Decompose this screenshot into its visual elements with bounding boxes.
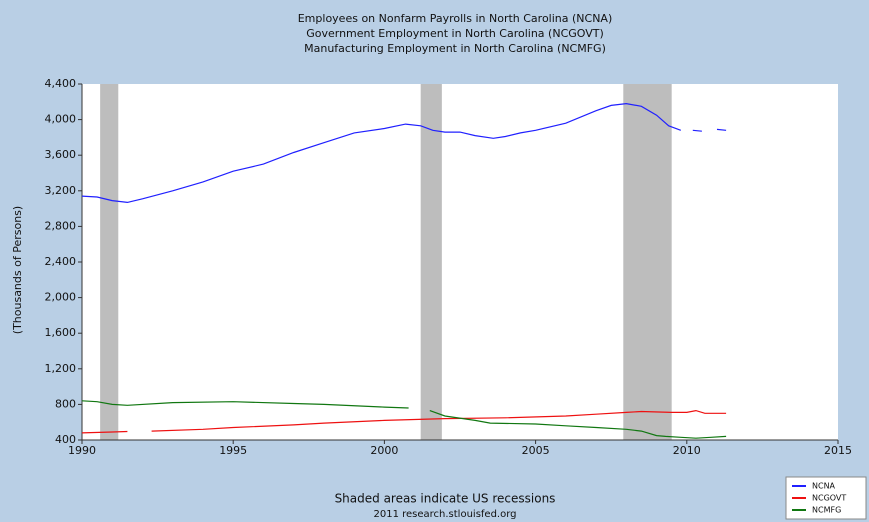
y-tick-label: 4,000: [45, 113, 77, 126]
x-tick-label: 2000: [370, 444, 398, 457]
note: 2011 research.stlouisfed.org: [373, 509, 516, 520]
y-tick-label: 4,400: [45, 77, 77, 90]
series-line: [81, 102, 727, 204]
series-line: [81, 400, 727, 439]
y-tick-label: 1,200: [45, 362, 77, 375]
recession-band: [623, 84, 672, 440]
note: Shaded areas indicate US recessions: [335, 492, 556, 506]
recession-band: [420, 84, 442, 440]
y-tick-label: 2,000: [45, 291, 77, 304]
y-tick-label: 400: [55, 433, 76, 446]
y-tick-label: 800: [55, 397, 76, 410]
x-tick-label: 1990: [68, 444, 96, 457]
legend-label: NCMFG: [812, 506, 841, 515]
legend-label: NCNA: [812, 482, 836, 491]
y-axis-label: (Thousands of Persons): [11, 206, 24, 334]
legend-label: NCGOVT: [812, 494, 846, 503]
y-tick-label: 2,800: [45, 219, 77, 232]
y-tick-label: 3,600: [45, 148, 77, 161]
chart-title: Manufacturing Employment in North Caroli…: [304, 42, 606, 55]
y-tick-label: 3,200: [45, 184, 77, 197]
x-tick-label: 2010: [673, 444, 701, 457]
y-tick-label: 2,400: [45, 255, 77, 268]
x-tick-label: 2015: [824, 444, 852, 457]
x-tick-label: 2005: [522, 444, 550, 457]
x-tick-label: 1995: [219, 444, 247, 457]
series-line: [81, 409, 727, 434]
chart-title: Employees on Nonfarm Payrolls in North C…: [298, 12, 613, 25]
plot-area: [82, 84, 838, 440]
chart-title: Government Employment in North Carolina …: [306, 27, 604, 40]
y-tick-label: 1,600: [45, 326, 77, 339]
recession-band: [100, 84, 119, 440]
